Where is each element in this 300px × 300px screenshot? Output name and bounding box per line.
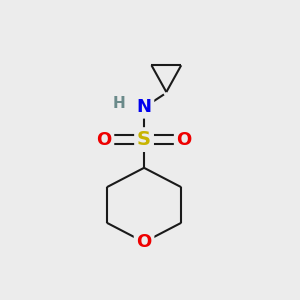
Text: N: N	[136, 98, 152, 116]
Text: O: O	[96, 130, 112, 148]
Text: O: O	[136, 233, 152, 251]
Text: S: S	[137, 130, 151, 149]
Text: O: O	[177, 130, 192, 148]
Text: H: H	[112, 96, 125, 111]
